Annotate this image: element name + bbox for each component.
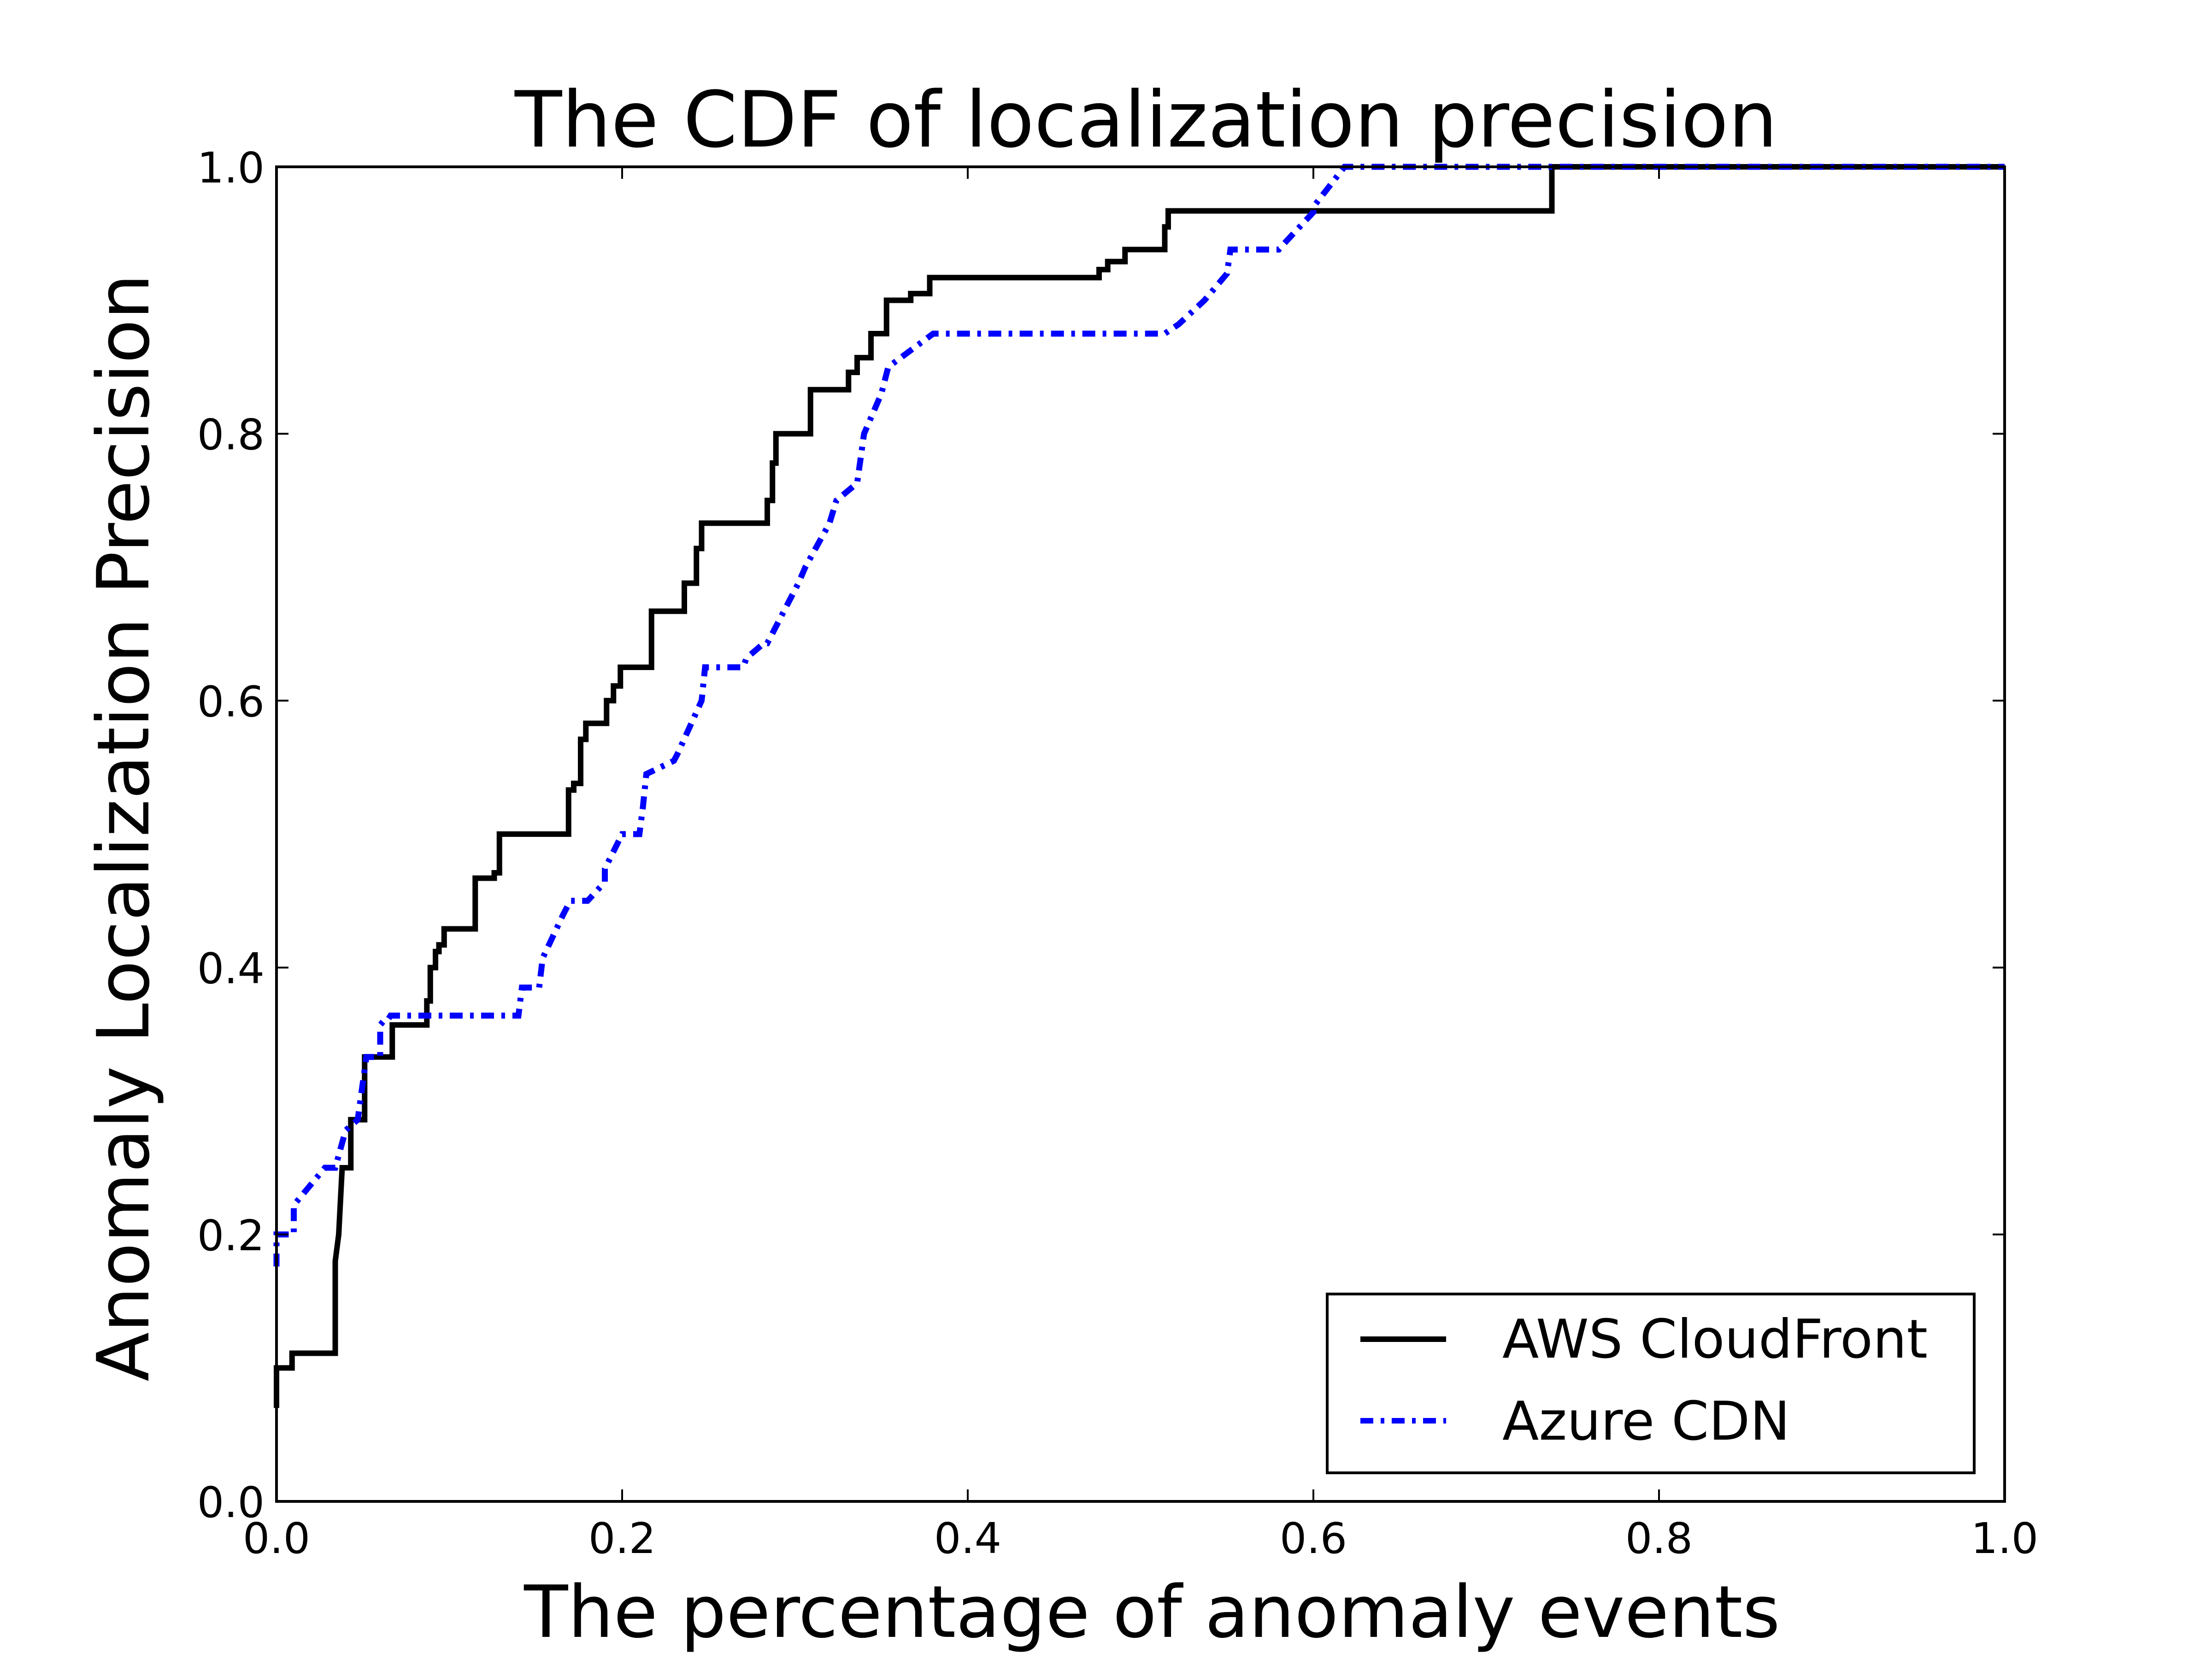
x-tick-label-3: 0.6 (1280, 1514, 1347, 1563)
x-tick-label-1: 0.2 (588, 1514, 656, 1563)
plot-area (273, 164, 2006, 1503)
x-axis-label: The percentage of anomaly events (524, 1570, 1780, 1654)
legend-label-aws-cloudfront: AWS CloudFront (1502, 1308, 1928, 1371)
legend-box (1326, 1293, 1976, 1474)
legend-label-azure-cdn: Azure CDN (1502, 1390, 1790, 1453)
legend: AWS CloudFront Azure CDN (1326, 1293, 1976, 1474)
y-tick-label-0: 0.0 (197, 1478, 265, 1527)
x-tick-label-4: 0.8 (1625, 1514, 1693, 1563)
y-tick-label-1: 0.2 (197, 1211, 265, 1260)
series-line-azure-cdn (273, 164, 2005, 1267)
x-tick-label-0: 0.0 (243, 1514, 310, 1563)
tick-labels: 0.0 0.2 0.4 0.6 0.8 1.0 0.0 0.2 0.4 0.6 0.8 1.0 (197, 143, 2038, 1563)
x-tick-label-5: 1.0 (1971, 1514, 2038, 1563)
y-tick-label-3: 0.6 (197, 677, 265, 726)
chart-title: The CDF of localization precision (514, 75, 1777, 165)
y-tick-label-5: 1.0 (197, 143, 265, 193)
y-axis-label: Anomaly Localization Precision (82, 274, 165, 1381)
series-line-aws-cloudfront (274, 164, 2005, 1408)
y-tick-label-4: 0.8 (197, 410, 265, 459)
plot-frame (275, 165, 2006, 1503)
x-tick-label-2: 0.4 (934, 1514, 1001, 1563)
y-tick-label-2: 0.4 (197, 944, 265, 994)
axis-ticks (276, 166, 2006, 1502)
